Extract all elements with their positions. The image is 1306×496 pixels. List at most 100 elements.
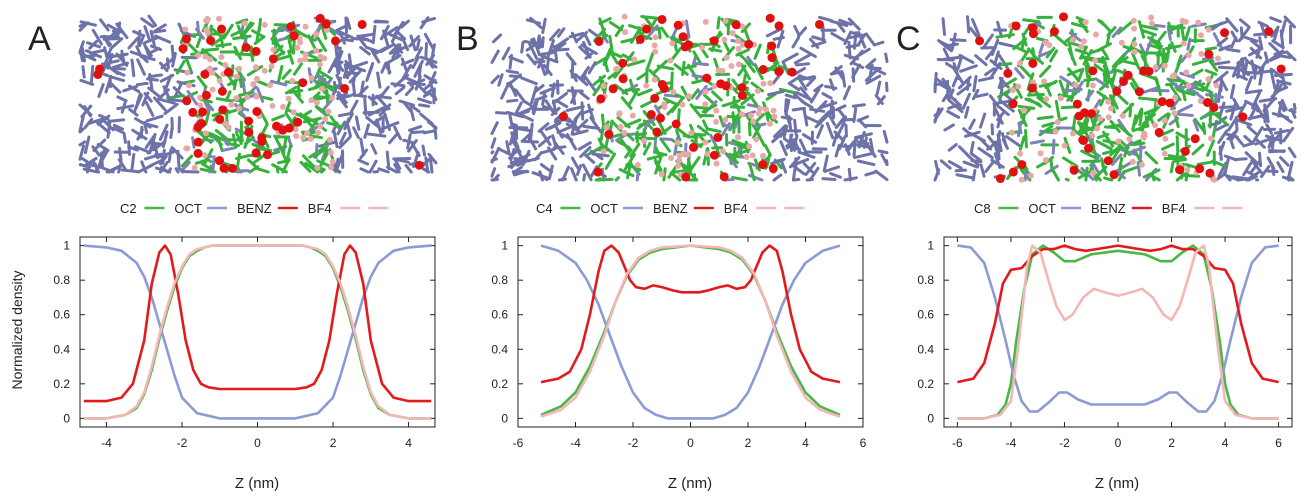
molecule-stick xyxy=(835,116,845,129)
ion-sphere xyxy=(1161,62,1168,69)
molecule-stick xyxy=(1101,55,1110,73)
molecule-stick xyxy=(112,126,125,135)
panel-c: C C8 OCT BENZ BF4 00.20.40.60.81-6 -4 -2 0 2 4 6 … xyxy=(896,12,1297,492)
ion-sphere xyxy=(191,164,198,171)
anion-cluster xyxy=(289,31,299,41)
molecule-stick xyxy=(1238,67,1251,77)
y-tick-label: 0.8 xyxy=(917,273,934,287)
molecule-stick xyxy=(630,26,642,44)
molecule-stick xyxy=(309,134,323,140)
molecule-stick xyxy=(370,143,378,155)
molecule-stick xyxy=(955,173,975,180)
molecule-stick xyxy=(816,124,824,139)
anion-cluster xyxy=(673,20,683,30)
molecule-stick xyxy=(367,106,385,117)
ion-sphere xyxy=(1078,43,1085,50)
molecule-stick xyxy=(91,145,101,157)
ion-sphere xyxy=(749,152,756,159)
molecule-stick xyxy=(146,47,161,56)
molecule-stick xyxy=(614,176,620,182)
molecule-stick xyxy=(97,83,105,98)
ion-sphere xyxy=(1185,82,1192,89)
anion-cluster xyxy=(1103,156,1113,166)
molecule-stick xyxy=(1109,119,1121,133)
molecule-stick xyxy=(363,123,371,139)
molecule-stick xyxy=(690,156,701,170)
molecule-stick xyxy=(731,111,736,126)
molecule-stick xyxy=(1139,24,1159,31)
molecule-stick xyxy=(624,148,633,159)
ion-sphere xyxy=(222,61,229,68)
molecule-stick xyxy=(936,57,955,62)
ion-sphere xyxy=(1138,161,1145,168)
molecule-stick xyxy=(1247,175,1257,182)
ion-sphere xyxy=(315,129,322,136)
anion-cluster xyxy=(768,164,778,174)
molecule-stick xyxy=(818,15,834,23)
molecule-stick xyxy=(310,95,329,103)
ion-sphere xyxy=(762,106,769,113)
molecule-stick xyxy=(1036,115,1054,121)
molecule-stick xyxy=(537,135,552,148)
ion-sphere xyxy=(661,101,668,108)
molecule-stick xyxy=(1276,54,1292,60)
molecule-stick xyxy=(1236,176,1243,182)
molecule-stick xyxy=(180,160,191,173)
molecule-stick xyxy=(514,101,523,115)
molecule-stick xyxy=(400,58,415,66)
y-tick-label: 0 xyxy=(501,411,508,425)
molecule-stick xyxy=(773,157,786,164)
ion-sphere xyxy=(750,118,757,125)
series-line-4 xyxy=(957,244,1279,420)
anion-cluster xyxy=(1123,70,1133,80)
ion-sphere xyxy=(328,164,335,171)
molecule-stick xyxy=(847,40,852,60)
molecule-stick xyxy=(824,84,838,90)
molecule-stick xyxy=(78,114,85,132)
x-tick-label: -6 xyxy=(952,436,963,450)
ion-sphere xyxy=(1119,112,1126,119)
molecule-stick xyxy=(772,173,783,182)
molecule-stick xyxy=(179,29,193,37)
molecule-stick xyxy=(1210,21,1223,31)
molecule-stick xyxy=(359,137,366,157)
anion-cluster xyxy=(251,46,261,56)
molecule-stick xyxy=(128,107,139,117)
molecule-stick xyxy=(1283,15,1297,29)
ion-sphere xyxy=(209,86,216,93)
molecule-stick xyxy=(1216,36,1229,47)
molecule-stick xyxy=(847,167,852,182)
snapshot-b xyxy=(490,13,889,182)
ion-sphere xyxy=(326,136,333,143)
molecule-stick xyxy=(161,130,169,149)
molecule-stick xyxy=(180,154,194,168)
molecule-stick xyxy=(1111,26,1123,39)
panel-letter-c: C xyxy=(896,20,921,58)
molecule-stick xyxy=(145,114,164,123)
molecule-stick xyxy=(417,97,433,105)
x-tick-label: -2 xyxy=(628,436,639,450)
molecule-stick xyxy=(490,157,498,162)
molecule-stick xyxy=(173,82,183,98)
ion-sphere xyxy=(658,171,665,178)
molecule-stick xyxy=(853,152,873,160)
x-tick-label: 6 xyxy=(1275,436,1282,450)
molecule-stick xyxy=(275,168,280,174)
molecule-stick xyxy=(508,74,523,79)
anion-cluster xyxy=(227,163,237,173)
ion-sphere xyxy=(308,97,315,104)
ion-sphere xyxy=(1131,25,1138,32)
anion-cluster xyxy=(193,137,203,147)
molecule-stick xyxy=(1167,24,1186,30)
molecule-stick xyxy=(1229,102,1237,121)
molecule-stick xyxy=(1234,115,1239,131)
legend-label: OCT xyxy=(1028,201,1056,216)
molecule-stick xyxy=(649,17,658,31)
molecule-stick xyxy=(1102,148,1118,156)
anion-cluster xyxy=(193,148,203,158)
molecule-stick xyxy=(143,25,152,42)
anion-cluster xyxy=(1074,111,1084,121)
ion-sphere xyxy=(713,107,720,114)
molecule-stick xyxy=(1214,173,1225,182)
molecule-stick xyxy=(209,132,223,147)
